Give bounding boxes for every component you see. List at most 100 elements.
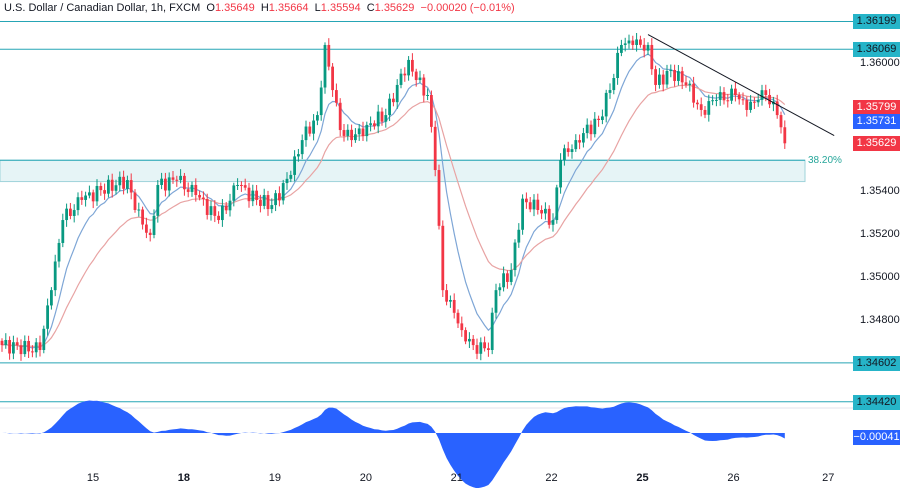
candle-body [293,156,296,175]
candle-body [433,126,437,171]
candle-body [661,74,665,85]
candle-body [331,66,334,91]
candle-body [635,39,638,45]
candle-body [441,225,445,291]
oscillator-area [0,400,785,488]
candle-body [437,170,441,226]
candle-body [722,92,726,101]
candle-body [369,123,372,125]
candle-body [528,202,532,210]
candle-body [190,184,194,192]
candle-body [27,340,30,352]
candle-body [19,345,23,355]
oscillator-value-tag: −0.00041 [853,430,900,445]
candle-body [61,220,65,243]
candle-body [240,184,243,186]
candle-body [129,180,133,193]
price-tag: 1.35799 [853,99,900,115]
fib-label: 38.20% [808,155,842,167]
candle-body [114,185,118,191]
candle-body [627,40,631,44]
candle-body [221,205,224,221]
candle-body [335,90,338,103]
candle-body [532,199,536,210]
candle-body [445,290,448,302]
candle-body [509,270,513,282]
high-value: 1.35664 [268,2,309,14]
candle-body [756,99,760,103]
candle-body [338,102,342,131]
candle-body [422,77,426,96]
candle-body [566,148,570,153]
candle-body [312,120,315,134]
candle-body [376,111,380,127]
candle-body [483,342,486,349]
candle-body [228,200,232,211]
candle-body [616,52,619,79]
candle-body [665,70,669,85]
candle-body [255,190,258,200]
candle-body [517,229,521,243]
candle-body [551,220,555,225]
candle-body [103,190,106,194]
candle-body [585,124,589,134]
candle-body [593,118,597,135]
candle-body [692,83,695,103]
candle-body [407,59,410,76]
candle-body [578,140,581,143]
candle-body [631,40,635,45]
candle-body [395,84,399,103]
candle-body [715,99,718,101]
candle-body [718,92,722,100]
candle-body [426,94,429,96]
candle-body [392,98,395,103]
candle-body [760,90,764,100]
candle-body [42,328,46,350]
candle-body [46,305,49,329]
candle-body [88,192,91,196]
candle-body [779,115,783,128]
candle-body [110,179,114,191]
date-tick: 22 [545,472,558,484]
candle-body [57,242,61,262]
candle-body [365,124,369,137]
trendline [647,34,835,137]
candle-body [582,133,585,143]
candle-body [194,184,198,196]
candle-body [456,312,460,324]
candle-body [639,39,642,45]
candle-body [175,179,179,181]
price-tag: 1.35629 [853,136,900,152]
candle-body [783,127,787,144]
candle-body [547,208,551,225]
candle-body [316,115,319,121]
candle-body [745,99,749,110]
candle-body [597,118,600,121]
candle-body [50,290,53,306]
candle-body [304,126,308,141]
candle-body [449,299,452,302]
candle-body [126,180,129,189]
candle-body [430,94,433,127]
candle-body [726,100,730,102]
candle-body [122,176,125,189]
candle-body [680,71,684,83]
candle-body [540,209,543,214]
level-tag: 1.34420 [853,394,900,410]
open-label: O [206,2,215,14]
candle-body [23,340,27,355]
candle-body [642,44,646,51]
candle-body [217,215,220,221]
low-value: 1.35594 [320,2,361,14]
candle-body [31,351,34,353]
candle-body [563,148,566,160]
candle-body [418,77,422,81]
candle-body [399,73,403,85]
date-tick: 26 [727,472,740,484]
price-tick: 1.36000 [860,57,900,69]
date-tick: 20 [359,472,372,484]
candle-body [243,185,247,188]
price-tag: 1.35731 [853,114,900,130]
candle-body [650,44,654,70]
